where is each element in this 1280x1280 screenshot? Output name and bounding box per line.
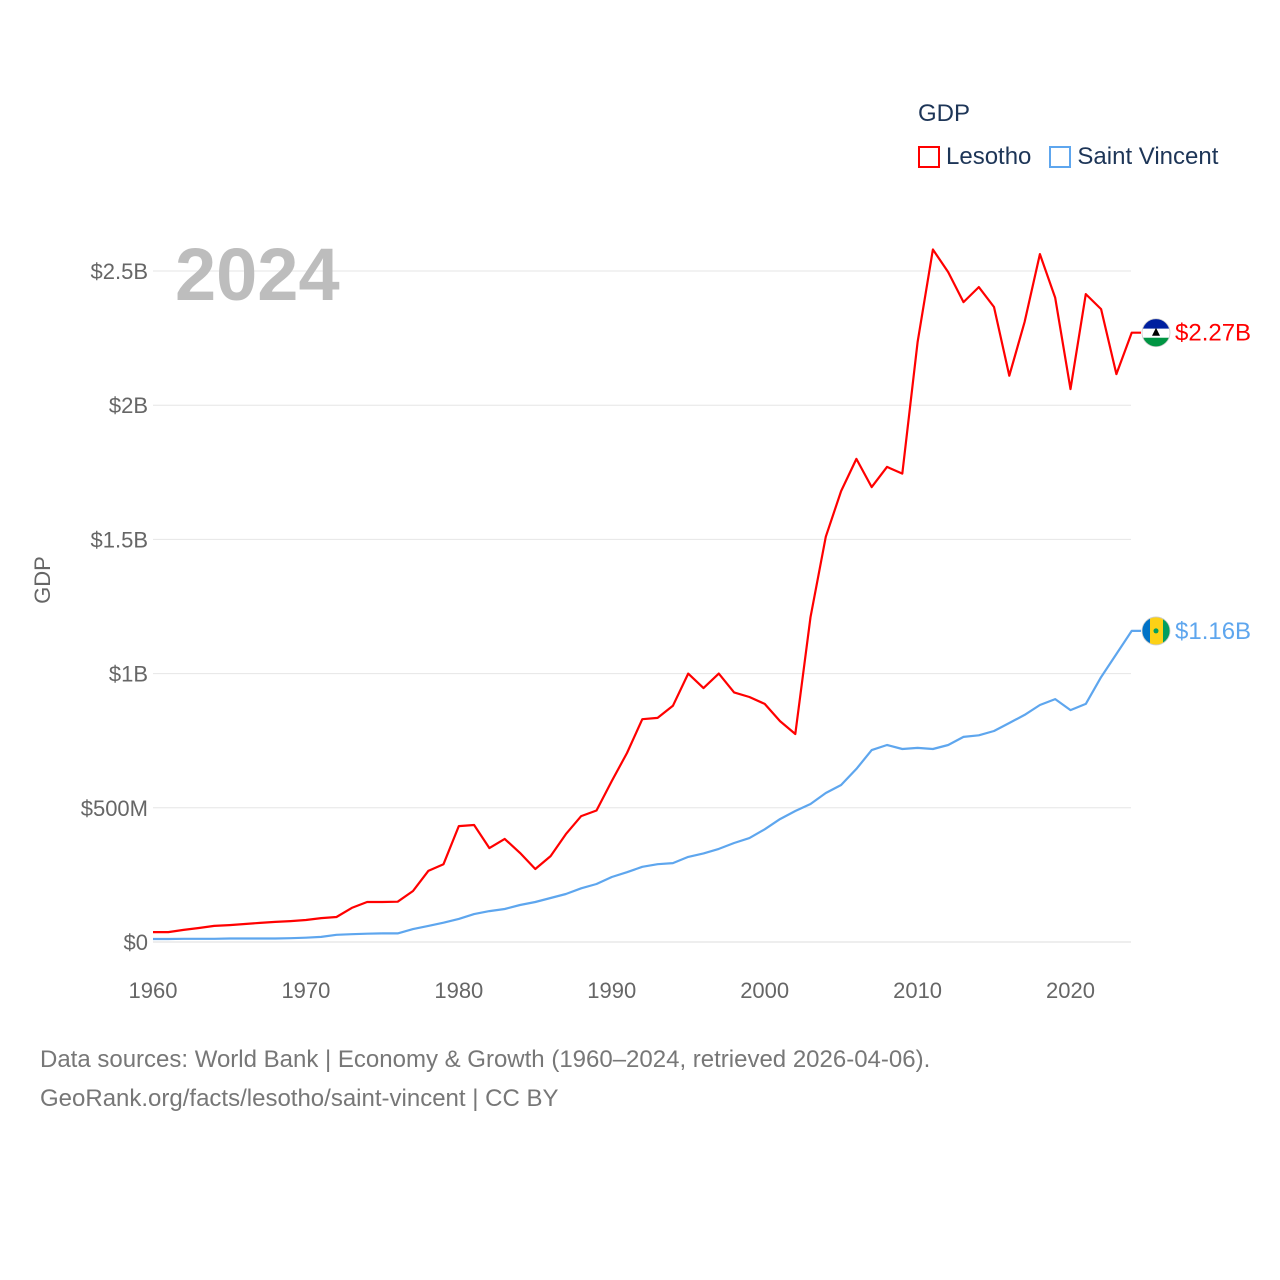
saint-vincent-flag-icon [1141, 616, 1171, 646]
y-tick-label: $2B [109, 393, 148, 418]
legend-swatch [918, 146, 940, 168]
year-watermark: 2024 [175, 233, 340, 316]
end-value-label: $2.27B [1175, 320, 1251, 347]
x-tick-label: 1970 [281, 978, 330, 1003]
source-link[interactable]: GeoRank.org/facts/lesotho/saint-vincent … [40, 1085, 559, 1112]
y-tick-label: $500M [81, 796, 148, 821]
x-tick-label: 2000 [740, 978, 789, 1003]
series-line-saint-vincent [153, 629, 1141, 941]
legend-item-saint-vincent[interactable]: Saint Vincent [1049, 143, 1218, 171]
legend: Lesotho Saint Vincent [918, 143, 1218, 171]
y-tick-label: $1B [109, 662, 148, 687]
y-axis-label: GDP [30, 556, 55, 604]
y-tick-label: $0 [124, 930, 148, 955]
end-value-label: $1.16B [1175, 618, 1251, 645]
series-line-lesotho [153, 248, 1141, 934]
x-tick-label: 1980 [434, 978, 483, 1003]
legend-swatch [1049, 146, 1072, 168]
x-tick-label: 1960 [129, 978, 178, 1003]
data-sources: Data sources: World Bank | Economy & Gro… [40, 1046, 931, 1073]
x-tick-label: 2010 [893, 978, 942, 1003]
legend-label: Lesotho [946, 143, 1032, 170]
y-tick-label: $2.5B [91, 259, 149, 284]
legend-item-lesotho[interactable]: Lesotho [918, 143, 1031, 171]
x-tick-label: 2020 [1046, 978, 1095, 1003]
legend-title: GDP [918, 100, 971, 127]
y-tick-label: $1.5B [91, 527, 149, 552]
x-tick-label: 1990 [587, 978, 636, 1003]
legend-label: Saint Vincent [1077, 143, 1219, 170]
lesotho-flag-icon [1141, 318, 1171, 348]
